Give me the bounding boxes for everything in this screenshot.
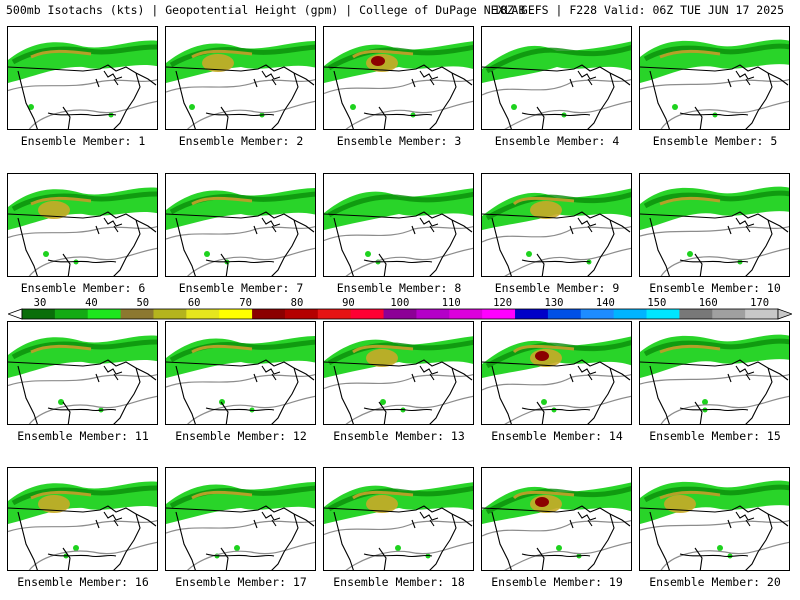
ensemble-member-label: Ensemble Member: 7 [178, 281, 304, 295]
ensemble-map-panel [639, 467, 790, 571]
colorbar-segment [515, 309, 549, 319]
ensemble-map-panel [639, 321, 790, 425]
colorbar-segment [580, 309, 615, 319]
ensemble-member-label: Ensemble Member: 10 [649, 281, 781, 295]
ensemble-member-label: Ensemble Member: 8 [336, 281, 462, 295]
colorbar-segment [252, 309, 286, 319]
ensemble-map-panel [165, 26, 316, 130]
colorbar-segment [87, 309, 122, 319]
ensemble-member-label: Ensemble Member: 13 [333, 429, 465, 443]
ensemble-map-panel [165, 173, 316, 277]
ensemble-map-panel [323, 467, 474, 571]
ensemble-map-panel [7, 26, 158, 130]
colorbar-tick-label: 150 [647, 297, 667, 309]
ensemble-map-panel [481, 173, 632, 277]
run-valid-time: 18Z GEFS | F228 Valid: 06Z TUE JUN 17 20… [493, 3, 784, 17]
colorbar-segment [745, 309, 779, 319]
colorbar-segment [547, 309, 582, 319]
colorbar-tick-label: 50 [136, 297, 150, 309]
colorbar-tick-label: 170 [750, 297, 770, 309]
ensemble-map-panel [7, 467, 158, 571]
ensemble-map-panel [639, 173, 790, 277]
colorbar-segment [284, 309, 319, 319]
colorbar-segment [416, 309, 450, 319]
colorbar-tick-label: 140 [595, 297, 615, 309]
colorbar-segment [186, 309, 220, 319]
ensemble-map-panel [323, 173, 474, 277]
ensemble-map-panel [323, 321, 474, 425]
colorbar-segment [120, 309, 154, 319]
colorbar-segment [153, 309, 187, 319]
ensemble-member-label: Ensemble Member: 16 [17, 575, 149, 589]
colorbar-tick-label: 110 [441, 297, 461, 309]
ensemble-map-panel [639, 26, 790, 130]
colorbar-segment [679, 309, 713, 319]
colorbar-segment [646, 309, 680, 319]
colorbar-tick-label: 160 [698, 297, 718, 309]
map-title: 500mb Isotachs (kts) | Geopotential Heig… [6, 3, 526, 17]
colorbar-segment [482, 309, 516, 319]
colorbar-segment [219, 309, 253, 319]
ensemble-map-panel [481, 26, 632, 130]
colorbar-segment [317, 309, 352, 319]
ensemble-member-label: Ensemble Member: 6 [20, 281, 146, 295]
ensemble-map-panel [7, 173, 158, 277]
wind-speed-colorbar [8, 308, 792, 320]
ensemble-member-label: Ensemble Member: 19 [491, 575, 623, 589]
ensemble-member-label: Ensemble Member: 20 [649, 575, 781, 589]
colorbar-segment [54, 309, 89, 319]
colorbar-segment [383, 309, 417, 319]
colorbar-segment [350, 309, 385, 319]
colorbar-tick-label: 90 [342, 297, 355, 309]
ensemble-member-label: Ensemble Member: 4 [494, 134, 620, 148]
ensemble-member-label: Ensemble Member: 5 [652, 134, 778, 148]
ensemble-member-label: Ensemble Member: 2 [178, 134, 304, 148]
ensemble-map-panel [323, 26, 474, 130]
colorbar-tick-label: 120 [493, 297, 513, 309]
ensemble-member-label: Ensemble Member: 17 [175, 575, 307, 589]
ensemble-member-label: Ensemble Member: 1 [20, 134, 146, 148]
ensemble-member-label: Ensemble Member: 11 [17, 429, 149, 443]
colorbar-right-arrow [777, 308, 792, 320]
colorbar-tick-label: 80 [290, 297, 304, 309]
colorbar-tick-label: 100 [390, 297, 410, 309]
colorbar-segment [22, 309, 56, 319]
ensemble-map-panel [481, 467, 632, 571]
ensemble-member-label: Ensemble Member: 18 [333, 575, 465, 589]
ensemble-map-panel [481, 321, 632, 425]
ensemble-map-panel [165, 467, 316, 571]
colorbar-tick-label: 40 [85, 297, 98, 309]
colorbar-left-arrow [8, 308, 23, 320]
colorbar-segment [712, 309, 746, 319]
ensemble-map-panel [7, 321, 158, 425]
ensemble-member-label: Ensemble Member: 9 [494, 281, 620, 295]
colorbar-tick-label: 60 [187, 297, 201, 309]
colorbar-tick-label: 130 [544, 297, 564, 309]
ensemble-member-label: Ensemble Member: 12 [175, 429, 307, 443]
colorbar-tick-label: 70 [239, 297, 252, 309]
ensemble-member-label: Ensemble Member: 3 [336, 134, 462, 148]
ensemble-member-label: Ensemble Member: 15 [649, 429, 781, 443]
colorbar-tick-label: 30 [33, 297, 47, 309]
colorbar-segment [613, 309, 648, 319]
ensemble-map-panel [165, 321, 316, 425]
ensemble-member-label: Ensemble Member: 14 [491, 429, 623, 443]
colorbar-segment [449, 309, 483, 319]
